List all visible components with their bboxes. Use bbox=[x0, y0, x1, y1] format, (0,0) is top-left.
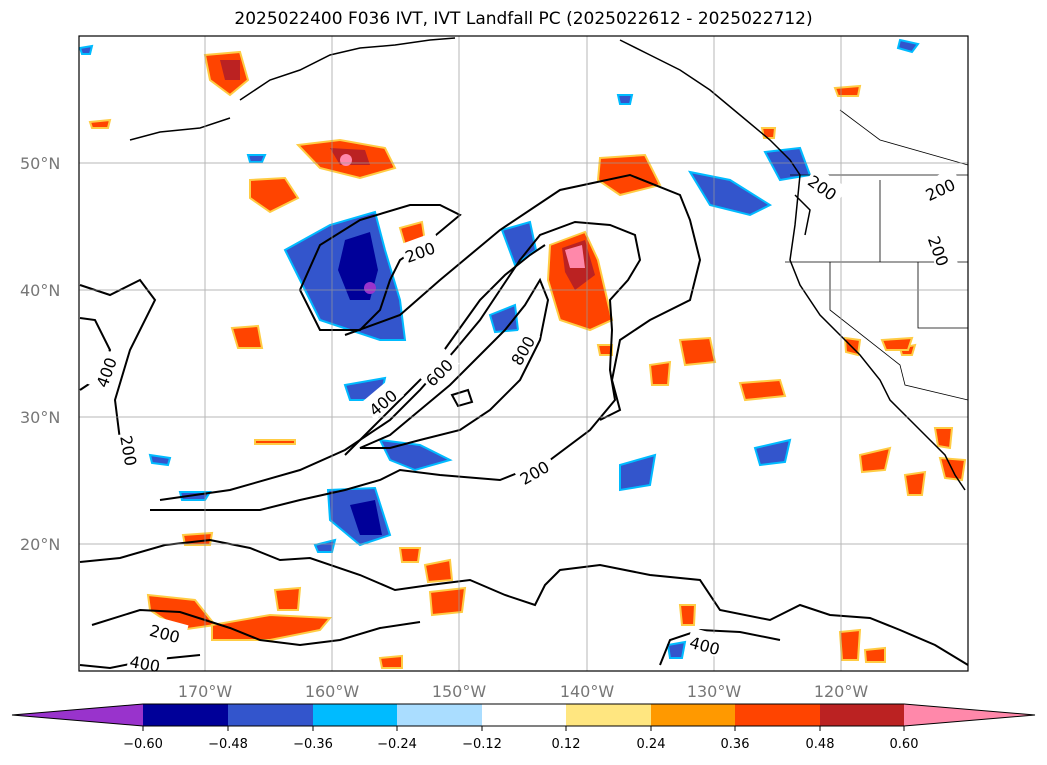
lon-label: 170°W bbox=[178, 682, 233, 701]
colorbar-segment bbox=[651, 704, 735, 726]
colorbar-segment bbox=[143, 704, 228, 726]
lon-label: 120°W bbox=[814, 682, 869, 701]
colorbar-extend-right bbox=[904, 704, 1035, 726]
colorbar-tick-label: −0.12 bbox=[462, 737, 502, 752]
colorbar-ticks bbox=[142, 726, 905, 731]
colorbar-segment bbox=[482, 704, 566, 726]
map-frame bbox=[78, 35, 969, 672]
colorbar-tick-label: −0.48 bbox=[208, 737, 248, 752]
contour-label: 400 bbox=[128, 652, 161, 676]
colorbar-tick-label: −0.24 bbox=[377, 737, 417, 752]
lat-label: 20°N bbox=[20, 535, 60, 554]
lon-label: 140°W bbox=[560, 682, 615, 701]
colorbar-tick-label: −0.36 bbox=[293, 737, 333, 752]
colorbar-tick-label: 0.24 bbox=[637, 737, 666, 752]
colorbar-tick-label: 0.48 bbox=[806, 737, 835, 752]
colorbar-segment bbox=[735, 704, 820, 726]
colorbar-segment bbox=[566, 704, 651, 726]
lon-label: 130°W bbox=[687, 682, 742, 701]
colorbar-extend-left bbox=[12, 704, 143, 726]
latitude-labels: 50°N 40°N 30°N 20°N bbox=[20, 154, 60, 554]
lon-label: 160°W bbox=[305, 682, 360, 701]
colorbar-tick-label: −0.60 bbox=[123, 737, 163, 752]
contour-label: 200 bbox=[116, 434, 140, 467]
colorbar-segment bbox=[397, 704, 482, 726]
lat-label: 30°N bbox=[20, 408, 60, 427]
colorbar-segment bbox=[228, 704, 313, 726]
ivt-contours bbox=[79, 173, 969, 670]
colorbar-segment bbox=[313, 704, 397, 726]
coastlines bbox=[129, 37, 966, 491]
longitude-labels: 170°W 160°W 150°W 140°W 130°W 120°W bbox=[178, 682, 869, 701]
colorbar: −0.60 −0.48 −0.36 −0.24 −0.12 0.12 0.24 … bbox=[11, 703, 1036, 752]
colorbar-segment bbox=[820, 704, 904, 726]
lon-label: 150°W bbox=[432, 682, 487, 701]
gridlines bbox=[79, 36, 968, 671]
lat-label: 40°N bbox=[20, 281, 60, 300]
map-title: 2025022400 F036 IVT, IVT Landfall PC (20… bbox=[234, 9, 813, 29]
colorbar-tick-label: 0.12 bbox=[552, 737, 581, 752]
lat-label: 50°N bbox=[20, 154, 60, 173]
colorbar-tick-label: 0.36 bbox=[721, 737, 750, 752]
colorbar-tick-label: 0.60 bbox=[890, 737, 919, 752]
